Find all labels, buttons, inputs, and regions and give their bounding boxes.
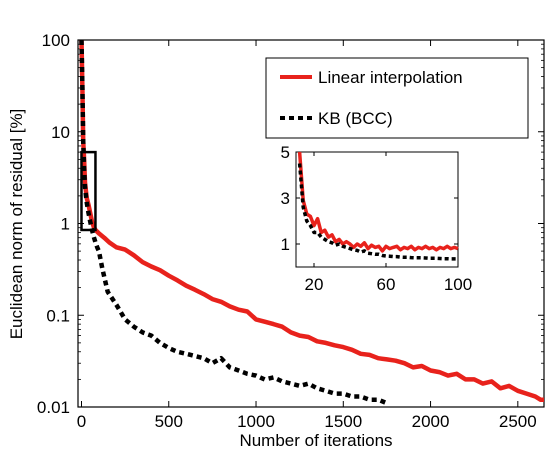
y-axis-label: Euclidean norm of residual [%]	[7, 109, 26, 340]
zoom-region-box	[80, 150, 97, 232]
x-tick-label: 0	[77, 412, 86, 431]
y-tick-label: 0.01	[37, 398, 70, 417]
x-axis-label: Number of iterations	[239, 431, 392, 450]
series-line-linear-interpolation	[79, 39, 544, 402]
inset-series-group	[297, 151, 459, 261]
inset-axis-ticks	[296, 151, 459, 267]
legend-box	[265, 57, 529, 139]
y-tick-label: 10	[51, 123, 70, 142]
x-tick-label: 1500	[324, 412, 362, 431]
x-tick-label: 2000	[412, 412, 450, 431]
inset-y-tick-label: 3	[281, 189, 290, 208]
inset-series-line-linear-interpolation	[297, 151, 459, 253]
inset-series-line-kb-bcc	[297, 163, 458, 261]
inset-x-tick-label: 20	[305, 275, 324, 294]
x-tick-label: 500	[155, 412, 183, 431]
inset-plot: 20 60 100 1 3 5	[281, 143, 473, 294]
legend-label-kb-bcc: KB (BCC)	[318, 109, 393, 128]
legend-label-linear-interpolation: Linear interpolation	[318, 68, 463, 87]
x-tick-label: 1000	[237, 412, 275, 431]
series-line-kb-bcc	[79, 39, 388, 406]
inset-x-tick-label: 100	[444, 275, 472, 294]
inset-x-tick-label: 60	[377, 275, 396, 294]
inset-axis-tick-labels: 20 60 100 1 3 5	[281, 143, 473, 294]
main-series-group	[79, 39, 544, 406]
x-tick-label: 2500	[499, 412, 537, 431]
main-axis-tick-labels: 0 500 1000 1500 2000 2500 0.01 0.1 1 10 100	[37, 31, 537, 431]
inset-y-tick-label: 1	[281, 235, 290, 254]
legend: Linear interpolation KB (BCC)	[265, 57, 529, 139]
y-tick-label: 0.1	[46, 306, 70, 325]
y-tick-label: 100	[42, 31, 70, 50]
inset-y-tick-label: 5	[281, 143, 290, 162]
y-tick-label: 1	[61, 215, 70, 234]
